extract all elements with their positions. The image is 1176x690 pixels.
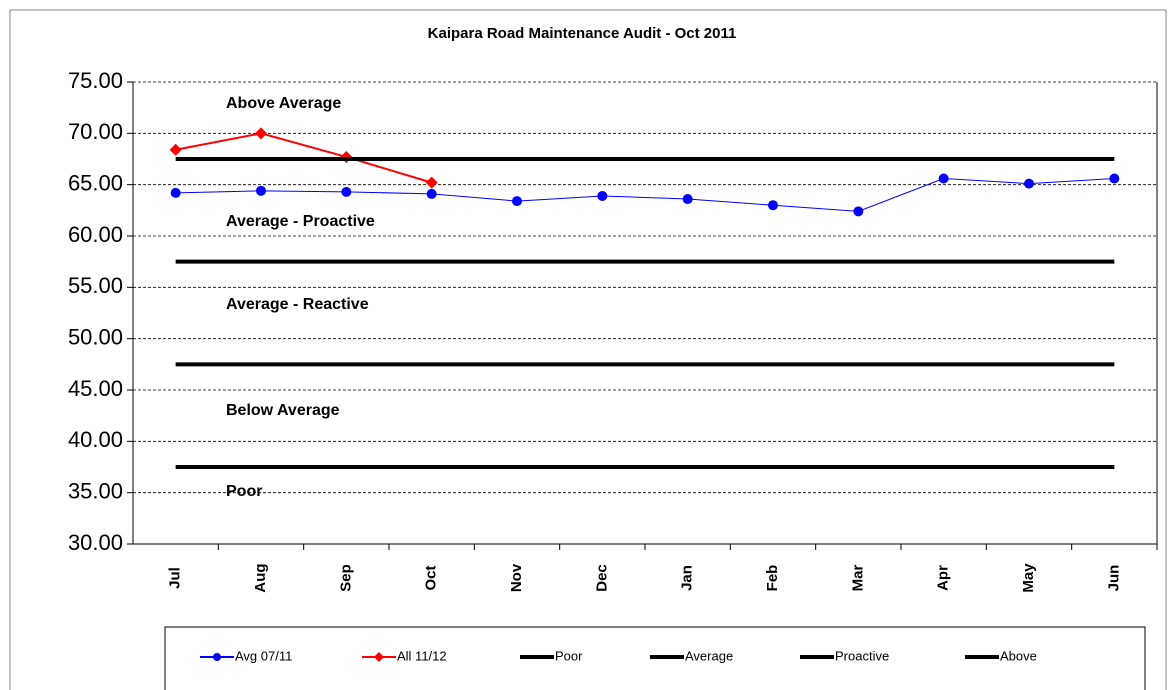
data-point [682,194,693,205]
x-tick-label: Sep [337,564,354,592]
annotation: Average - Reactive [226,296,369,313]
y-tick-label: 65.00 [68,170,123,195]
legend-label: Above [1000,648,1037,663]
y-tick-label: 40.00 [68,427,123,452]
legend-marker [213,653,221,661]
legend-label: Poor [555,648,583,663]
chart-frame [9,9,1167,690]
y-tick-label: 55.00 [68,273,123,298]
x-tick-label: Apr [935,565,952,591]
x-tick-label: Oct [423,565,440,590]
annotation: Average - Proactive [226,213,375,230]
x-tick-label: Jan [679,565,696,591]
x-tick-label: Jul [167,567,184,589]
annotation: Poor [226,483,262,500]
annotation: Above Average [226,95,341,112]
x-tick-label: Nov [508,563,525,592]
legend-label: Avg 07/11 [235,648,292,663]
y-tick-label: 60.00 [68,222,123,247]
x-tick-label: Mar [849,565,866,592]
series-line [175,132,432,184]
legend-label: Average [685,648,733,663]
data-point [1024,178,1034,189]
x-tick-label: Dec [593,564,610,592]
x-tick-label: Feb [764,565,781,592]
y-tick-label: 70.00 [68,119,123,144]
x-tick-label: Aug [252,563,269,592]
data-point [1109,173,1120,184]
y-tick-label: 50.00 [68,324,123,349]
series-line [175,178,1115,212]
data-point [255,127,267,140]
x-tick-label: May [1020,563,1037,593]
y-tick-label: 45.00 [68,376,123,401]
data-point [938,173,949,184]
y-tick-label: 75.00 [68,68,123,93]
legend-marker [374,652,384,662]
data-point [426,188,437,199]
y-tick-label: 30.00 [68,530,123,555]
data-point [597,190,608,201]
legend-label: All 11/12 [397,648,447,663]
annotation: Below Average [226,402,340,419]
legend-label: Proactive [835,648,889,663]
data-point [853,206,864,217]
data-point [425,176,438,189]
chart-title: Kaipara Road Maintenance Audit - Oct 201… [428,25,737,42]
data-point [170,187,181,198]
y-tick-label: 35.00 [68,478,123,503]
data-point [341,186,352,197]
data-point [768,200,778,211]
data-point [169,143,182,156]
data-point [512,196,522,207]
x-tick-label: Jun [1105,565,1122,592]
data-point [256,185,266,196]
